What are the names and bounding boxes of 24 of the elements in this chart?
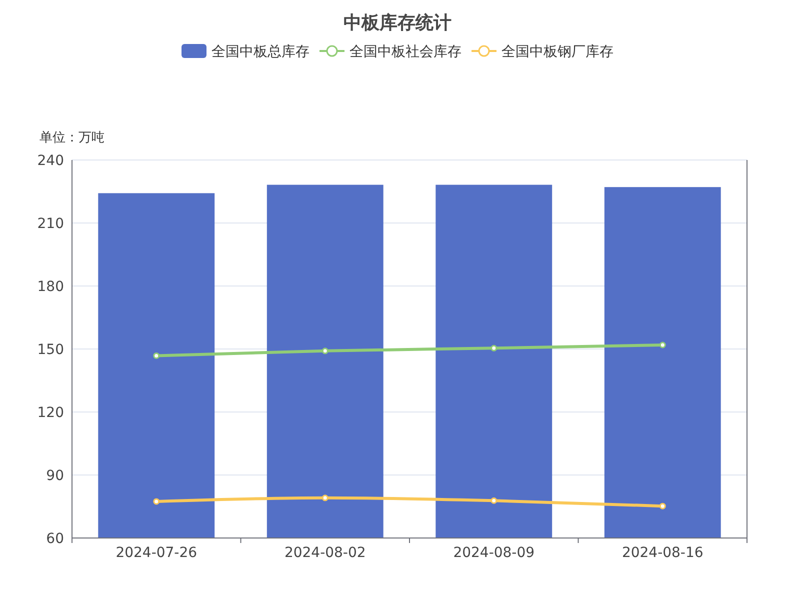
y-tick-label: 90 xyxy=(46,468,64,484)
chart-title: 中板库存统计 xyxy=(344,12,452,34)
y-tick-label: 150 xyxy=(37,342,64,358)
point xyxy=(659,342,666,348)
y-tick-label: 60 xyxy=(46,530,64,547)
point xyxy=(153,352,160,359)
y-tick-label: 240 xyxy=(37,152,64,169)
x-tick-label: 2024-07-26 xyxy=(116,544,198,561)
y-tick-label: 180 xyxy=(37,278,64,295)
legend-label: 全国中板社会库存 xyxy=(350,44,462,60)
point xyxy=(322,348,328,354)
x-tick-label: 2024-08-09 xyxy=(453,544,535,561)
point xyxy=(659,502,666,510)
y-tick-label: 120 xyxy=(37,404,64,421)
x-tick-label: 2024-08-16 xyxy=(622,544,704,561)
legend-label: 全国中板总库存 xyxy=(212,44,310,60)
point xyxy=(490,497,498,504)
point xyxy=(490,344,498,352)
point xyxy=(322,494,328,502)
y-axis-title: 单位：万吨 xyxy=(40,130,104,146)
point xyxy=(153,498,160,505)
y-tick-label: 210 xyxy=(37,216,64,232)
legend-label: 全国中板钢厂库存 xyxy=(502,44,614,60)
x-tick-label: 2024-08-02 xyxy=(284,544,366,561)
